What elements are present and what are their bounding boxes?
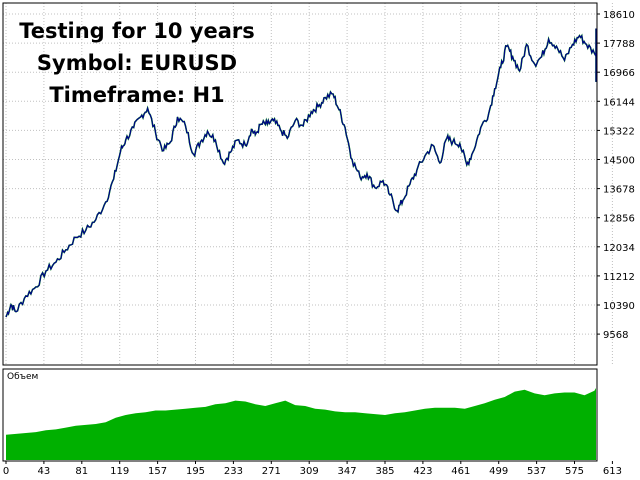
y-tick-label: 12856 xyxy=(603,214,635,225)
x-tick-label: 43 xyxy=(38,466,51,477)
y-axis: 18610 17788 16966 16144 15322 14500 13678 12856… xyxy=(597,10,635,341)
y-tick-label: 12034 xyxy=(603,243,635,254)
y-tick-label: 13678 xyxy=(603,185,635,196)
caption-line-1: Testing for 10 years xyxy=(19,19,255,43)
x-tick-label: 385 xyxy=(375,466,394,477)
y-tick-label: 15322 xyxy=(603,126,635,137)
x-tick-label: 157 xyxy=(148,466,167,477)
y-tick-label: 17788 xyxy=(603,39,635,50)
balance-series xyxy=(5,28,597,318)
y-tick-label: 18610 xyxy=(603,10,635,21)
caption-line-3: Timeframe: H1 xyxy=(49,83,224,107)
x-tick-label: 271 xyxy=(262,466,281,477)
x-tick-label: 461 xyxy=(451,466,470,477)
x-tick-label: 233 xyxy=(224,466,243,477)
x-axis: 0 43 81 119 157 195 233 271 309 347 385 423 461 499 53… xyxy=(3,461,622,477)
volume-plot-frame xyxy=(2,368,598,462)
volume-area xyxy=(6,386,596,460)
x-tick-label: 119 xyxy=(110,466,129,477)
y-tick-label: 11212 xyxy=(603,272,635,283)
balance-line xyxy=(5,28,597,318)
x-tick-label: 309 xyxy=(300,466,319,477)
y-tick-label: 16144 xyxy=(603,97,635,108)
main-plot-frame xyxy=(2,2,598,366)
volume-panel-label: Объем xyxy=(7,372,38,382)
x-tick-label: 575 xyxy=(565,466,584,477)
caption: Testing for 10 years Symbol: EURUSD Time… xyxy=(19,19,255,107)
caption-line-2: Symbol: EURUSD xyxy=(37,51,237,75)
x-tick-label: 81 xyxy=(75,466,88,477)
x-tick-label: 195 xyxy=(186,466,205,477)
y-tick-label: 16966 xyxy=(603,68,635,79)
x-tick-label: 423 xyxy=(413,466,432,477)
x-tick-label: 499 xyxy=(489,466,508,477)
x-tick-label: 0 xyxy=(3,466,9,477)
x-tick-label: 613 xyxy=(603,466,622,477)
y-tick-label: 14500 xyxy=(603,156,635,167)
y-tick-label: 9568 xyxy=(603,330,628,341)
x-tick-label: 537 xyxy=(527,466,546,477)
volume-series xyxy=(6,386,596,460)
x-tick-label: 347 xyxy=(338,466,357,477)
y-tick-label: 10390 xyxy=(603,301,635,312)
